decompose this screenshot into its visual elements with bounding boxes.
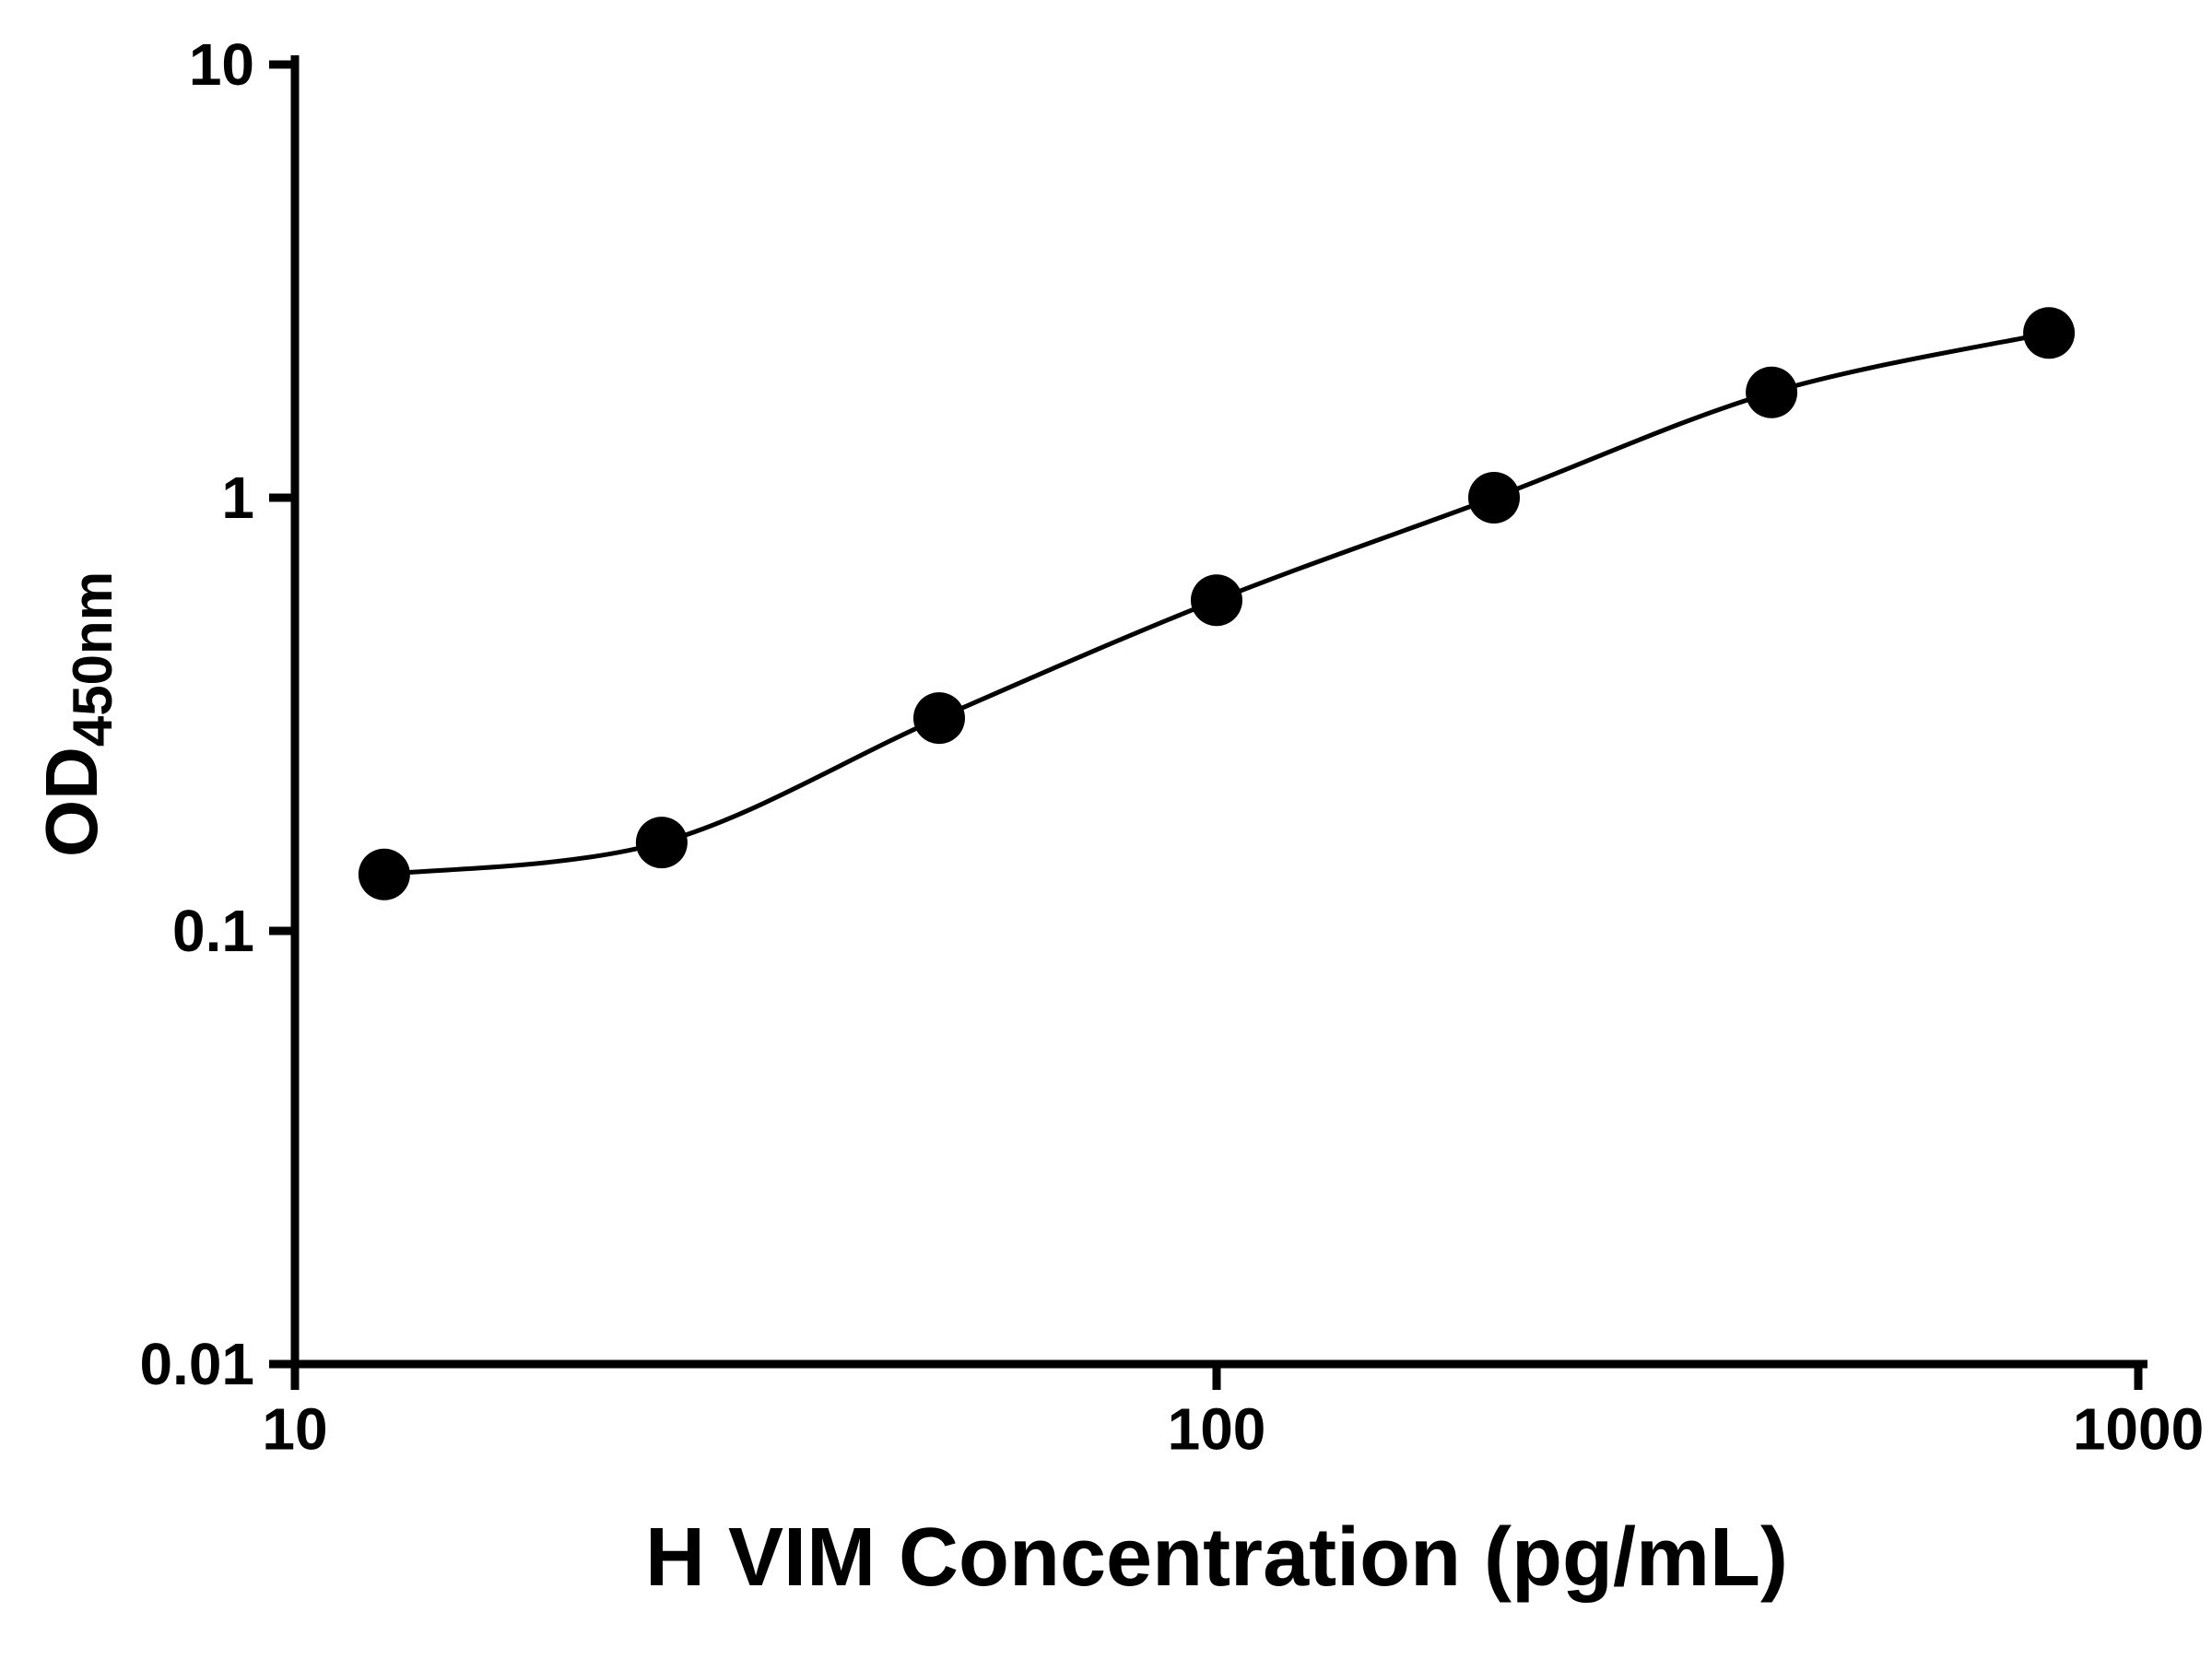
x-tick-label: 10 xyxy=(262,1395,327,1462)
y-tick-label: 0.01 xyxy=(139,1331,254,1397)
data-point xyxy=(635,817,688,869)
data-point xyxy=(1191,574,1242,627)
y-tick-label: 1 xyxy=(221,465,254,531)
x-tick-label: 100 xyxy=(1168,1395,1266,1462)
y-tick-label: 0.1 xyxy=(172,898,254,964)
data-point xyxy=(2023,307,2076,359)
data-point xyxy=(358,848,410,900)
x-axis-label: H VIM Concentration (pg/mL) xyxy=(645,1512,1788,1604)
data-point xyxy=(913,692,965,745)
y-axis-label: OD450nm xyxy=(30,571,124,857)
y-tick-label: 10 xyxy=(189,31,254,98)
data-point xyxy=(1746,366,1798,418)
data-point xyxy=(1468,472,1520,524)
x-tick-label: 1000 xyxy=(2073,1395,2204,1462)
